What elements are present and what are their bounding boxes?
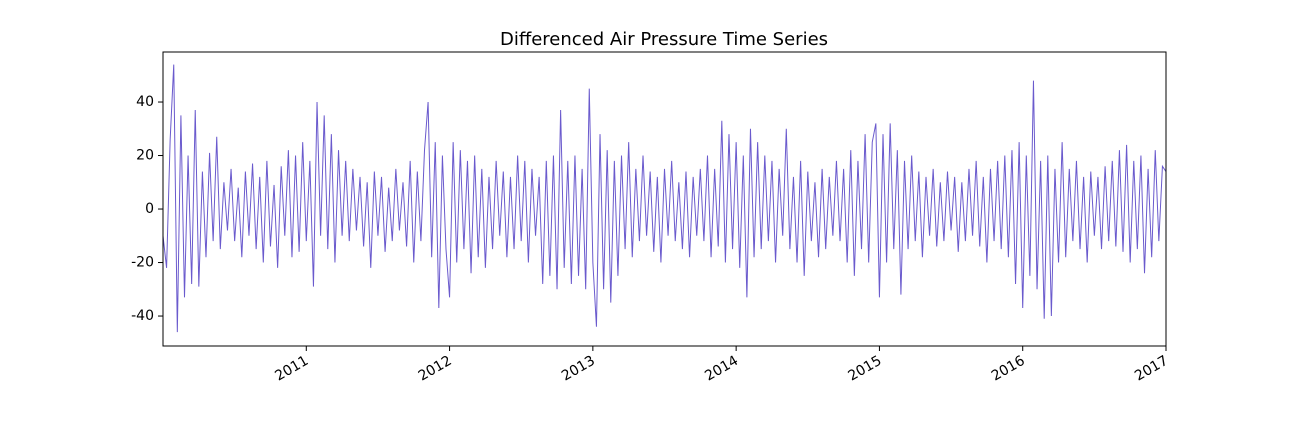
series-line: [162, 64, 1167, 333]
x-tick-label: 2016: [989, 353, 1028, 385]
y-tick-label: -20: [131, 255, 154, 271]
plot-frame: [162, 51, 1167, 347]
x-tick-label: 2013: [559, 353, 598, 385]
y-tick-label: 20: [136, 148, 154, 164]
x-tick-label: 2012: [416, 353, 455, 385]
x-tick-label: 2014: [702, 353, 741, 385]
x-tick-label: 2011: [272, 353, 311, 385]
y-tick-label: -40: [131, 308, 154, 324]
y-tick-label: 40: [136, 94, 154, 110]
chart-title: Differenced Air Pressure Time Series: [500, 29, 828, 50]
x-tick-label: 2015: [846, 353, 885, 385]
y-tick-label: 0: [145, 201, 154, 217]
x-tick-label: 2017: [1132, 353, 1171, 385]
